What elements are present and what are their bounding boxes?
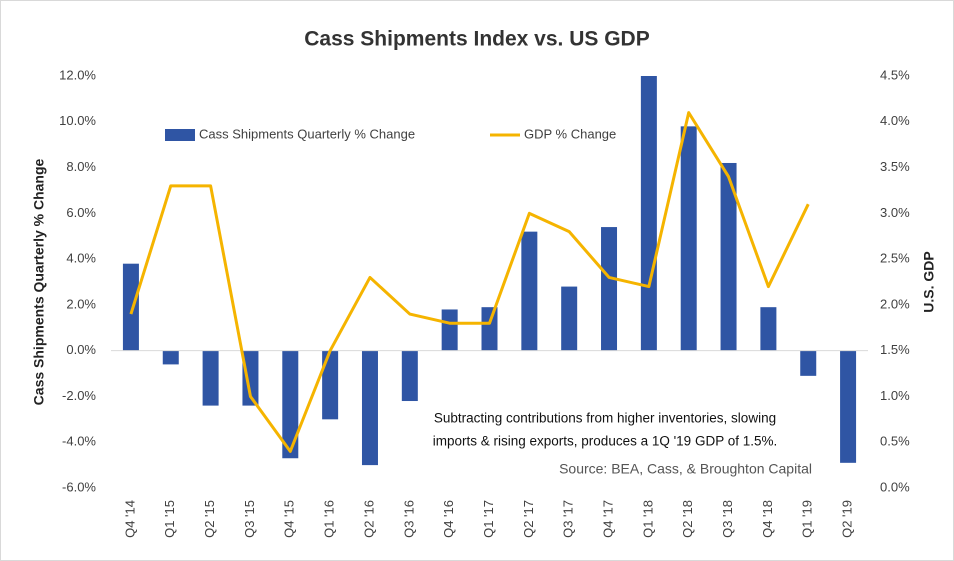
legend-swatch xyxy=(165,129,195,141)
x-tick-label: Q2 '17 xyxy=(521,500,536,538)
bar xyxy=(202,350,219,406)
bar xyxy=(441,309,458,351)
line xyxy=(129,111,810,453)
y-tick-label: 12.0% xyxy=(59,67,96,82)
y2-axis-title: U.S. GDP xyxy=(921,251,937,312)
x-tick-label: Q1 '19 xyxy=(800,500,815,538)
source: Source: BEA, Cass, & Broughton Capital xyxy=(559,461,812,477)
bar xyxy=(561,286,578,351)
legend-label: Cass Shipments Quarterly % Change xyxy=(199,126,415,141)
y2-tick-label: 4.0% xyxy=(880,113,910,128)
x-tick-label: Q1 '18 xyxy=(640,500,655,538)
y2-tick-label: 0.5% xyxy=(880,434,910,449)
y2-tick-label: 2.5% xyxy=(880,251,910,266)
x-tick-label: Q2 '18 xyxy=(680,500,695,538)
y2-tick-label: 1.0% xyxy=(880,388,910,403)
bar xyxy=(720,162,737,351)
bar xyxy=(601,227,618,351)
x-tick-label: Q3 '16 xyxy=(401,500,416,538)
y2-tick-label: 4.5% xyxy=(880,67,910,82)
y-tick-label: -2.0% xyxy=(62,388,96,403)
x-tick-label: Q3 '15 xyxy=(242,500,257,538)
bar xyxy=(840,350,857,463)
bar xyxy=(122,263,139,351)
annotation: Subtracting contributions from higher in… xyxy=(434,411,776,426)
y-tick-label: -4.0% xyxy=(62,434,96,449)
x-tick-label: Q2 '15 xyxy=(202,500,217,538)
bar xyxy=(760,307,777,351)
bar xyxy=(282,350,299,459)
bar xyxy=(521,231,538,351)
x-tick-label: Q3 '17 xyxy=(561,500,576,538)
y-tick-label: 8.0% xyxy=(66,159,96,174)
x-tick-label: Q4 '18 xyxy=(760,500,775,538)
x-tick-label: Q1 '15 xyxy=(162,500,177,538)
y2-tick-label: 2.0% xyxy=(880,296,910,311)
y-tick-label: 6.0% xyxy=(66,205,96,220)
bar xyxy=(481,307,498,351)
bar xyxy=(680,126,697,351)
bar xyxy=(640,76,657,351)
y2-tick-label: 3.5% xyxy=(880,159,910,174)
annotation: imports & rising exports, produces a 1Q … xyxy=(433,434,778,449)
x-tick-label: Q4 '16 xyxy=(441,500,456,538)
y-tick-label: 2.0% xyxy=(66,296,96,311)
x-tick-label: Q1 '17 xyxy=(481,500,496,538)
y2-tick-label: 3.0% xyxy=(880,205,910,220)
y2-tick-label: 0.0% xyxy=(880,479,910,494)
bar xyxy=(322,350,339,420)
y-tick-label: 10.0% xyxy=(59,113,96,128)
y-tick-label: -6.0% xyxy=(62,479,96,494)
bar xyxy=(800,350,817,376)
x-tick-label: Q4 '15 xyxy=(282,500,297,538)
y-tick-label: 4.0% xyxy=(66,251,96,266)
legend-label: GDP % Change xyxy=(524,126,616,141)
x-tick-label: Q2 '19 xyxy=(840,500,855,538)
chart-title: Cass Shipments Index vs. US GDP xyxy=(304,28,649,51)
y-axis-title: Cass Shipments Quarterly % Change xyxy=(31,158,47,405)
y-tick-label: 0.0% xyxy=(66,342,96,357)
bar xyxy=(162,350,179,365)
y2-tick-label: 1.5% xyxy=(880,342,910,357)
x-tick-label: Q4 '14 xyxy=(122,500,137,538)
x-tick-label: Q2 '16 xyxy=(361,500,376,538)
x-tick-label: Q4 '17 xyxy=(600,500,615,538)
bar xyxy=(401,350,418,402)
bar xyxy=(242,350,259,406)
x-tick-label: Q1 '16 xyxy=(322,500,337,538)
bar xyxy=(361,350,378,466)
x-tick-label: Q3 '18 xyxy=(720,500,735,538)
